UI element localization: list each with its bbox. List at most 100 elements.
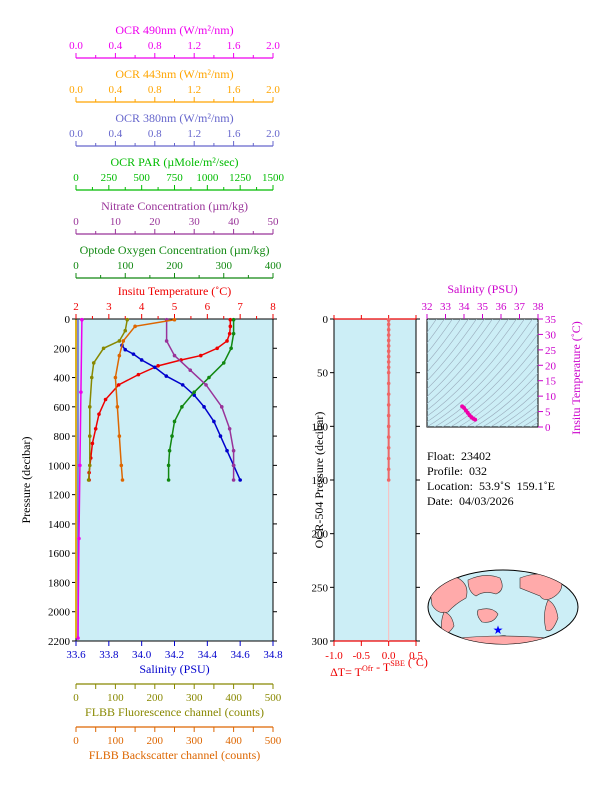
y-tick-label: 400 (54, 373, 71, 385)
bottom-axis-tick-label-bbp: 200 (147, 735, 164, 747)
float-info: Float: 23402 Profile: 032 Location: 53.9… (427, 449, 555, 509)
series-point-ocr-490nm (78, 463, 82, 468)
top-axis-label-ocr443: OCR 443nm (W/m²/nm) (115, 67, 233, 81)
ts-series-point (473, 417, 478, 422)
dt-y-tick-label: 300 (312, 636, 329, 648)
series-point-optode-oxygen-concentration (192, 390, 196, 394)
dt-series-point (386, 413, 391, 418)
top-axis-label-par: OCR PAR (µMole/m²/sec) (110, 155, 238, 169)
series-point-nitrate-concentration (164, 339, 169, 343)
top-axis-tick-label-ocr490: 0.8 (148, 40, 162, 52)
dt-series-point (386, 456, 391, 461)
series-point-optode-oxygen-concentration (170, 434, 174, 438)
dt-y-tick-label: 150 (312, 475, 329, 487)
top-axis-tick-label-ocr380: 0.8 (148, 128, 162, 140)
ts-isopycnals (427, 319, 538, 427)
y-tick-label: 1800 (48, 577, 71, 589)
series-point-insitu-temperature (198, 353, 203, 358)
top-axis-tick-label-temp: 2 (73, 301, 79, 313)
ts-x-tick-label: 32 (422, 301, 433, 313)
map-landmass (439, 635, 567, 644)
dt-x-label-superscript: Ofr (362, 664, 373, 673)
ts-x-tick-label: 34 (459, 301, 471, 313)
dt-x-label-part: - T (373, 660, 391, 674)
dt-series-point (386, 349, 391, 354)
series-point-flbb-fluorescence (86, 478, 91, 482)
ts-x-tick-label: 37 (514, 301, 526, 313)
series-point-flbb-fluorescence (91, 361, 96, 365)
top-axis-tick-label-ocr380: 0.4 (109, 128, 123, 140)
top-axis-tick-label-nitrate: 30 (189, 216, 201, 228)
top-axis-tick-label-par: 0 (73, 172, 79, 184)
series-point-insitu-temperature (156, 364, 160, 368)
ts-y-tick-label: 30 (545, 329, 557, 341)
bottom-axis-tick-label-sal: 34.6 (231, 649, 251, 661)
top-axis-tick-label-nitrate: 10 (110, 216, 122, 228)
series-point-insitu-temperature (228, 324, 233, 329)
world-map: ★ (427, 569, 579, 645)
ts-isopycnal-curve (474, 372, 538, 427)
top-axis-tick-label-ocr443: 1.2 (187, 84, 201, 96)
dt-y-tick-label: 50 (317, 368, 329, 380)
dt-series-point (386, 446, 391, 450)
top-axis-label-ocr490: OCR 490nm (W/m²/nm) (115, 23, 233, 37)
y-tick-label: 2200 (48, 636, 71, 648)
series-point-flbb-fluorescence (89, 375, 94, 380)
ts-y-tick-label: 0 (545, 422, 551, 434)
y-tick-label: 2000 (48, 607, 71, 619)
series-point-ocr-490nm (76, 636, 80, 640)
series-point-flbb-backscatter (117, 353, 122, 358)
dt-y-axis-label: OCR-504 Pressure (decibar) (312, 412, 326, 549)
series-point-salinity (225, 448, 229, 453)
ts-isopycnal-curve (427, 319, 525, 423)
series-point-insitu-temperature (136, 372, 141, 377)
top-axis-tick-label-temp: 4 (139, 301, 145, 313)
y-tick-label: 1400 (48, 519, 71, 531)
series-point-optode-oxygen-concentration (231, 317, 236, 322)
profile-date: Date: 04/03/2026 (427, 494, 514, 508)
dt-x-label-part: ΔT= T (330, 665, 363, 679)
series-point-salinity (180, 383, 185, 387)
top-axis-label-nitrate: Nitrate Concentration (µm/kg) (101, 199, 248, 213)
profile-number: Profile: 032 (427, 464, 487, 478)
ts-x-tick-label: 33 (440, 301, 452, 313)
ts-isopycnal-curve (427, 319, 517, 417)
series-point-insitu-temperature (90, 441, 95, 446)
bottom-axis-tick-label-fluo: 100 (107, 692, 124, 704)
dt-series-point (386, 344, 391, 348)
ts-isopycnal-curve (427, 319, 501, 404)
ts-isopycnal-curve (458, 354, 538, 427)
plot-area (75, 318, 274, 642)
series-point-flbb-backscatter (133, 324, 137, 329)
series-point-optode-oxygen-concentration (167, 448, 172, 453)
series-point-flbb-backscatter (119, 463, 124, 468)
top-axis-tick-label-par: 1000 (196, 172, 219, 184)
dt-series-point (386, 478, 391, 482)
top-axis-tick-label-ocr380: 1.2 (187, 128, 201, 140)
ts-x-tick-label: 36 (496, 301, 508, 313)
series-point-ocr-490nm (80, 317, 84, 322)
series-line-nitrate-concentration (165, 319, 235, 480)
bottom-axis-tick-label-fluo: 500 (265, 692, 282, 704)
ts-isopycnal-curve (427, 319, 533, 427)
ts-isopycnal-curve (482, 381, 538, 427)
top-axis-tick-label-par: 250 (101, 172, 118, 184)
dt-y-tick-label: 250 (312, 582, 329, 594)
bottom-axis-tick-label-sal: 34.2 (165, 649, 184, 661)
series-point-insitu-temperature (225, 339, 229, 343)
top-axis-tick-label-nitrate: 0 (73, 216, 79, 228)
dt-series-point (386, 370, 391, 375)
y-tick-label: 800 (54, 431, 71, 443)
series-point-nitrate-concentration (188, 368, 193, 373)
ts-x-axis-label: Salinity (PSU) (447, 282, 517, 296)
series-point-flbb-fluorescence (87, 434, 92, 438)
series-point-salinity (212, 419, 216, 424)
y-tick-label: 0 (65, 314, 71, 326)
ts-isopycnal-curve (442, 333, 538, 427)
dt-x-label-superscript: SBE (390, 659, 405, 668)
top-axis-tick-label-par: 500 (133, 172, 150, 184)
top-axis-tick-label-ocr443: 0.4 (109, 84, 123, 96)
series-point-nitrate-concentration (227, 426, 232, 431)
top-axis-tick-label-nitrate: 20 (149, 216, 161, 228)
delta-t-chart: 0 50 100 150 200 250 300 OCR-504 Pressure (deci… (312, 314, 428, 679)
